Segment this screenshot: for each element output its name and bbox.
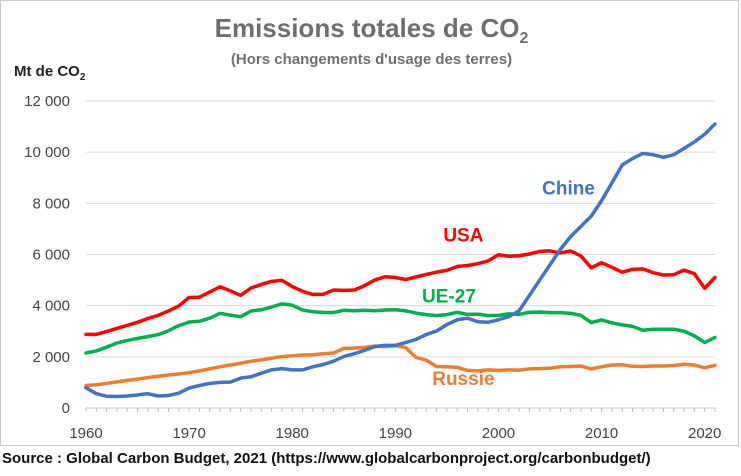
y-tick-label: 8 000 bbox=[32, 195, 70, 212]
series-label-russie: Russie bbox=[432, 369, 494, 390]
y-axis-label: Mt de CO2 bbox=[14, 63, 86, 83]
x-tick-label: 1990 bbox=[379, 425, 412, 442]
line-chart: 0 2 000 4 000 6 000 8 000 10 000 12 000 1960 197… bbox=[24, 93, 721, 442]
y-tick-label: 10 000 bbox=[24, 144, 70, 161]
chart-frame: Emissions totales de CO2 (Hors changemen… bbox=[0, 0, 739, 446]
series-line-usa bbox=[84, 249, 717, 337]
x-tick-label: 2020 bbox=[688, 425, 721, 442]
x-tick-label: 1970 bbox=[172, 425, 205, 442]
chart-subtitle: (Hors changements d'usage des terres) bbox=[230, 51, 513, 68]
grid-layer bbox=[86, 100, 715, 358]
series-layer bbox=[84, 122, 717, 399]
series-line-ue-27 bbox=[84, 302, 717, 355]
series-label-chine: Chine bbox=[542, 178, 595, 199]
series-line-chine bbox=[84, 122, 717, 399]
x-tick-label: 2000 bbox=[482, 425, 515, 442]
y-tick-label: 4 000 bbox=[32, 298, 70, 315]
axis-layer: 0 2 000 4 000 6 000 8 000 10 000 12 000 1960 197… bbox=[24, 93, 721, 442]
x-tick-label: 1980 bbox=[276, 425, 309, 442]
source-note: Source : Global Carbon Budget, 2021 (htt… bbox=[2, 450, 651, 467]
series-label-ue-27: UE-27 bbox=[422, 287, 476, 308]
x-tick-label: 1960 bbox=[69, 425, 102, 442]
chart-title: Emissions totales de CO2 bbox=[214, 13, 529, 48]
y-tick-label: 2 000 bbox=[32, 349, 70, 366]
y-tick-label: 0 bbox=[62, 400, 70, 417]
label-layer: Chine USA UE-27 Russie bbox=[422, 178, 595, 390]
series-label-usa: USA bbox=[443, 226, 483, 247]
y-tick-label: 12 000 bbox=[24, 93, 70, 110]
y-tick-label: 6 000 bbox=[32, 247, 70, 264]
series-line-russie bbox=[84, 343, 717, 388]
x-tick-label: 2010 bbox=[585, 425, 618, 442]
